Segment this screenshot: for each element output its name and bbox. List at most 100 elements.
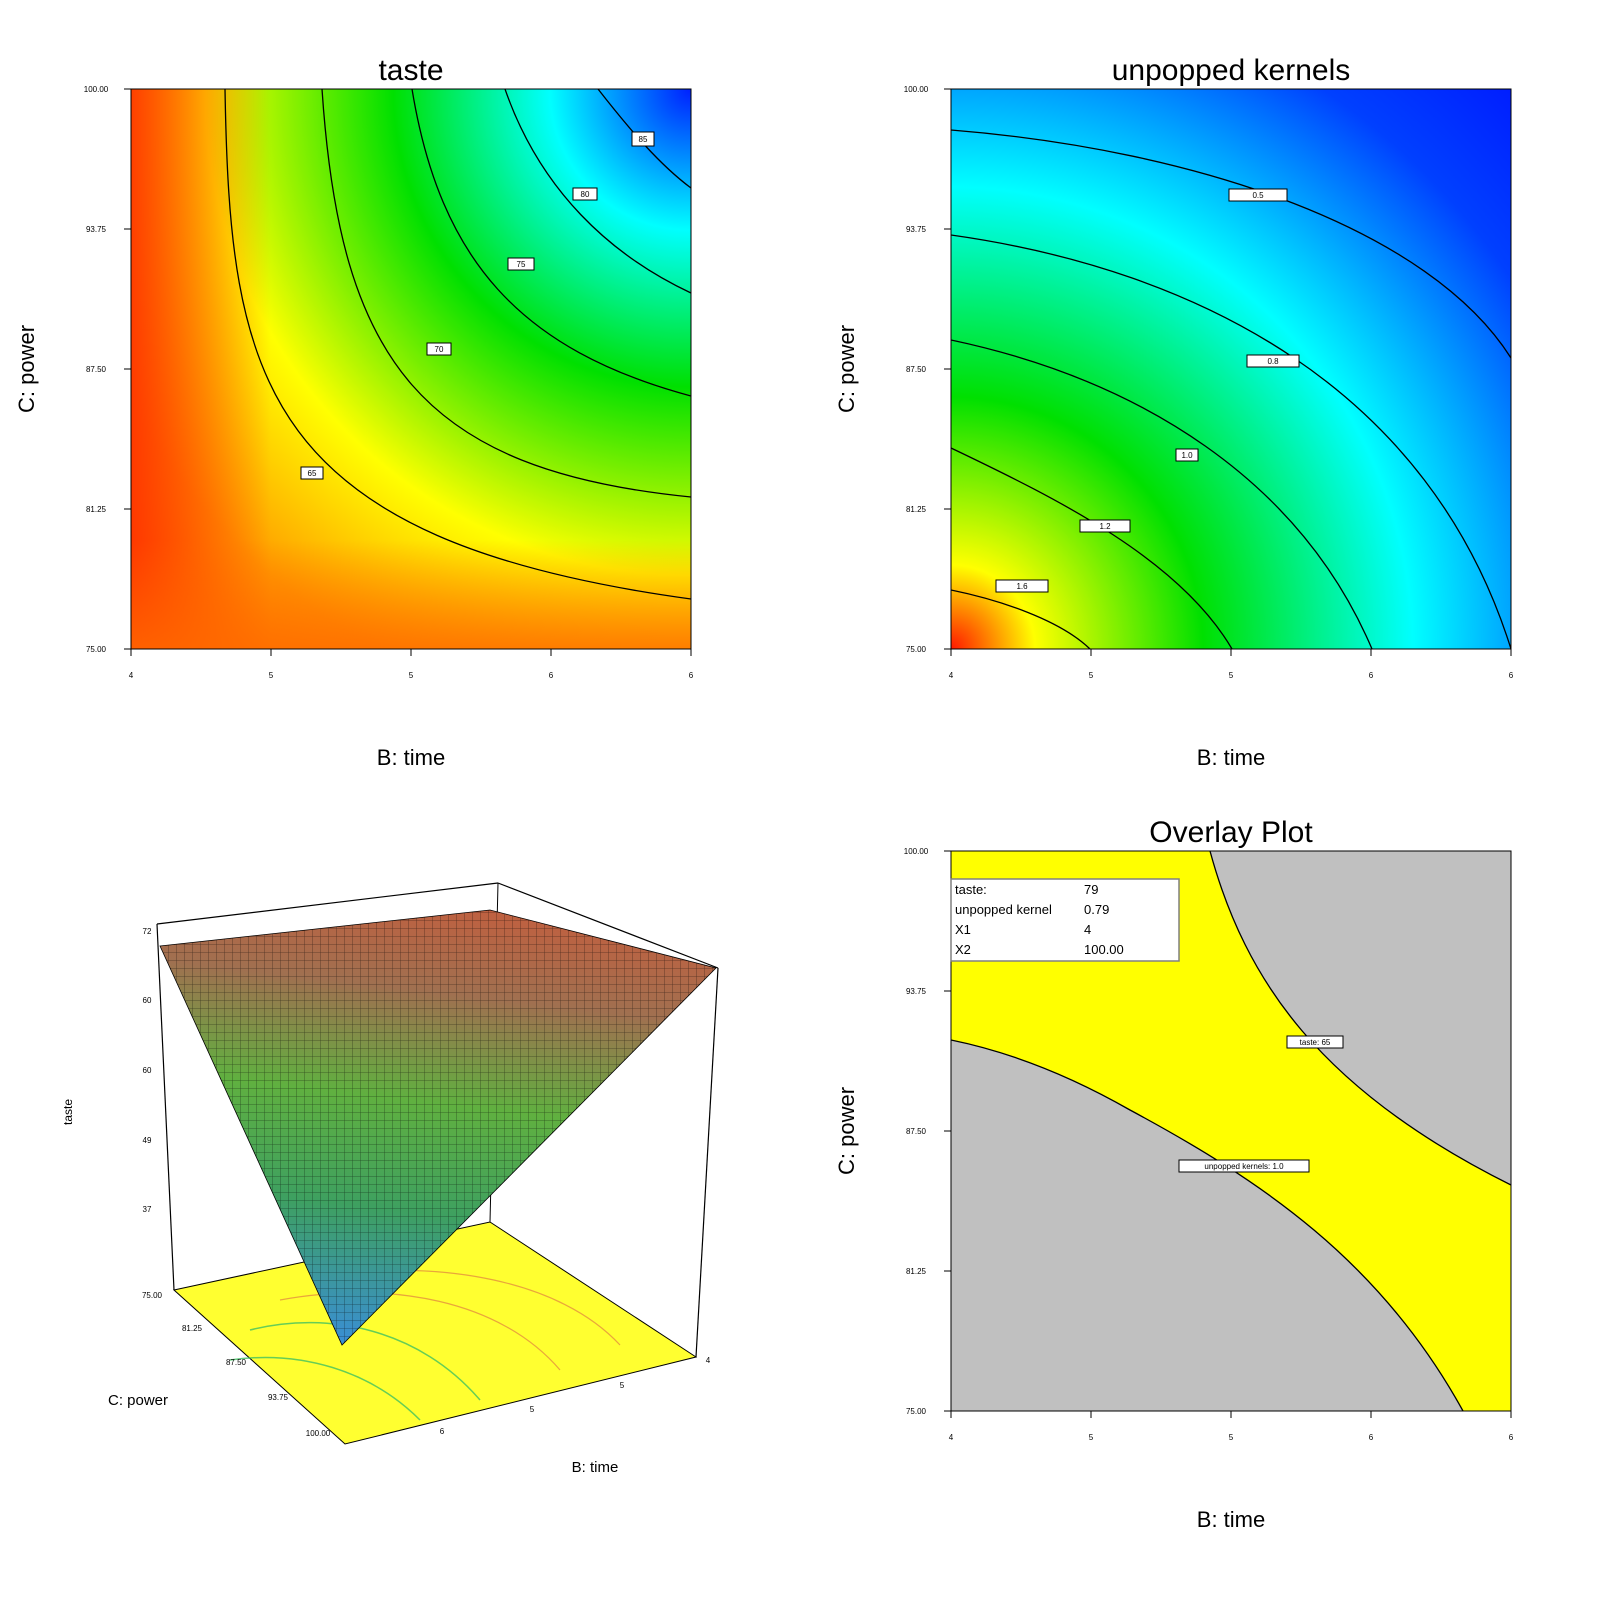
legend-label: X1 (955, 922, 971, 937)
unpopped-contour-label: 1.2 (1099, 522, 1111, 531)
overlay-taste-boundary (1209, 851, 1511, 1186)
y-tick-label: 81.25 (906, 505, 927, 514)
y-tick-label: 87.50 (906, 365, 927, 374)
unpopped-title: unpopped kernels (1112, 54, 1351, 87)
surface-z-axis-label: taste (61, 1099, 75, 1125)
x-tick-label: 5 (1089, 1433, 1094, 1442)
unpopped-contour-label-box (995, 579, 1049, 593)
taste-contour-label-box (300, 466, 324, 480)
legend-value: 4 (1084, 922, 1091, 937)
surface-time-ticks: 4 5 5 6 (440, 1356, 711, 1436)
y-tick-label: 100.00 (904, 85, 929, 94)
taste-contour-label: 65 (308, 469, 317, 478)
unpopped-y-ticks: 75.00 81.25 87.50 93.75 100.00 (904, 85, 951, 654)
y-tick-label: 87.50 (906, 1127, 927, 1136)
x-tick-label: 6 (1509, 671, 1514, 680)
taste-contour-label: 75 (517, 260, 526, 269)
unpopped-colormap (951, 89, 1511, 649)
x-tick-label: 6 (689, 671, 694, 680)
overlay-legend-box (950, 878, 1180, 962)
y-tick-label: 75.00 (906, 1407, 927, 1416)
taste-contour-line (411, 89, 691, 397)
unpopped-contour-label: 1.0 (1181, 451, 1193, 460)
taste-contour-label-box (507, 257, 535, 271)
z-tick-label: 37 (143, 1205, 152, 1214)
overlay-unpopped-label-box (1178, 1159, 1310, 1173)
power-tick-label: 81.25 (182, 1324, 203, 1333)
x-tick-label: 6 (549, 671, 554, 680)
y-tick-label: 75.00 (906, 645, 927, 654)
floor-contour-line (229, 1356, 421, 1421)
time-tick-label: 5 (620, 1381, 625, 1390)
surface-power-axis-label: C: power (108, 1392, 168, 1409)
surface-time-axis-label: B: time (572, 1459, 619, 1476)
taste-contour-line (224, 89, 691, 600)
box-edge (695, 967, 719, 1358)
power-tick-label: 93.75 (268, 1393, 289, 1402)
y-tick-label: 93.75 (906, 987, 927, 996)
unpopped-y-axis-label: C: power (834, 325, 859, 413)
z-tick-label: 49 (143, 1136, 152, 1145)
x-tick-label: 6 (1369, 1433, 1374, 1442)
overlay-title: Overlay Plot (1149, 816, 1313, 849)
unpopped-contour-line (951, 589, 1091, 649)
taste-contour-label-box (572, 187, 598, 201)
floor-contour-line (249, 1321, 481, 1401)
taste-contour-label: 70 (435, 345, 444, 354)
y-tick-label: 87.50 (86, 365, 107, 374)
time-tick-label: 6 (440, 1427, 445, 1436)
taste-contour-labels: 65 70 75 80 85 (300, 131, 655, 480)
y-tick-label: 93.75 (86, 225, 107, 234)
box-edge (497, 882, 719, 969)
taste-y-axis-label: C: power (14, 325, 39, 413)
x-tick-label: 6 (1509, 1433, 1514, 1442)
taste-contour-label: 80 (581, 190, 590, 199)
overlay-legend: taste: 79 unpopped kernel 0.79 X1 4 X2 1… (950, 878, 1180, 962)
unpopped-contour-line (951, 447, 1233, 649)
x-tick-label: 4 (949, 1433, 954, 1442)
unpopped-contour-label: 1.6 (1016, 582, 1028, 591)
x-tick-label: 4 (129, 671, 134, 680)
overlay-unpopped-label: unpopped kernels: 1.0 (1204, 1162, 1284, 1171)
taste-contour-label: 85 (639, 135, 648, 144)
taste-contour-label-box (631, 131, 655, 147)
x-tick-label: 5 (1229, 1433, 1234, 1442)
legend-value: 0.79 (1084, 902, 1109, 917)
legend-label: X2 (955, 942, 971, 957)
surface-power-ticks: 75.00 81.25 87.50 93.75 100.00 (142, 1291, 331, 1438)
overlay-taste-label: taste: 65 (1300, 1038, 1331, 1047)
unpopped-contour-label-box (1079, 519, 1131, 533)
unpopped-contour-label: 0.8 (1267, 357, 1279, 366)
overlay-taste-label-box (1286, 1035, 1344, 1049)
x-tick-label: 5 (1089, 671, 1094, 680)
z-tick-label: 60 (143, 1066, 152, 1075)
taste-contour-panel: taste 65 70 75 80 85 (14, 54, 694, 770)
legend-label: unpopped kernel (955, 902, 1052, 917)
x-tick-label: 5 (409, 671, 414, 680)
taste-contour-line (504, 89, 691, 294)
power-tick-label: 100.00 (306, 1429, 331, 1438)
unpopped-contour-line (951, 129, 1511, 359)
x-tick-label: 4 (949, 671, 954, 680)
x-tick-label: 5 (1229, 671, 1234, 680)
taste-title: taste (378, 54, 443, 87)
taste-x-axis-label: B: time (377, 745, 445, 770)
overlay-x-ticks: 4 5 5 6 6 (949, 1411, 1514, 1442)
taste-contour-label-box (426, 342, 452, 356)
unpopped-contour-panel: unpopped kernels 1.6 1.2 1.0 0.8 0.5 (834, 54, 1514, 770)
unpopped-contour-labels: 1.6 1.2 1.0 0.8 0.5 (995, 188, 1300, 593)
y-tick-label: 100.00 (904, 847, 929, 856)
unpopped-contour-line (951, 339, 1373, 649)
overlay-x-axis-label: B: time (1197, 1507, 1265, 1532)
overlay-unpopped-boundary (951, 1039, 1464, 1411)
surface-3d-panel: 37 49 60 60 72 taste 75.00 81.25 87.50 9… (61, 882, 719, 1476)
y-tick-label: 81.25 (906, 1267, 927, 1276)
box-edge (156, 923, 175, 1291)
unpopped-contour-label-box (1246, 354, 1300, 368)
y-tick-label: 75.00 (86, 645, 107, 654)
unpopped-x-ticks: 4 5 5 6 6 (949, 649, 1514, 680)
unpopped-contour-label-box (1175, 448, 1199, 462)
taste-bottom-shade (131, 540, 691, 649)
power-tick-label: 87.50 (226, 1358, 247, 1367)
